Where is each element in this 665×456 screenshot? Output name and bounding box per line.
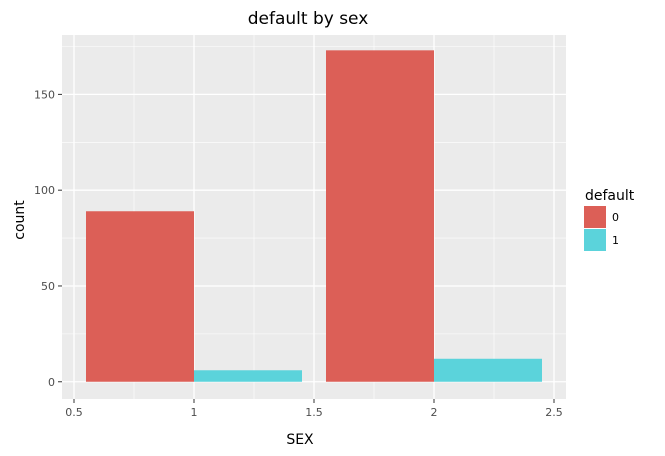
legend-swatch-0 [584,206,606,228]
bar-series-0 [326,50,434,382]
bar-series-1 [434,358,542,382]
x-axis: 0.5 1 1.5 2 2.5 [65,399,563,419]
bar-series-1 [194,370,302,382]
x-tick-label: 2.5 [545,406,563,419]
x-tick-label: 1 [191,406,198,419]
x-tick-label: 2 [431,406,438,419]
bars [86,50,542,382]
x-tick-label: 1.5 [305,406,323,419]
x-axis-title: SEX [286,432,314,448]
y-tick-label: 50 [41,280,55,293]
x-tick-label: 0.5 [65,406,83,419]
y-tick-label: 0 [48,376,55,389]
legend-label: 1 [612,234,619,247]
legend-title: default [585,188,635,204]
legend-swatch-1 [584,229,606,251]
legend-label: 0 [612,211,619,224]
chart-title: default by sex [248,9,369,29]
y-axis: 0 50 100 150 [34,88,62,389]
bar-series-0 [86,211,194,382]
y-axis-title: count [12,200,28,240]
y-tick-label: 100 [34,184,55,197]
legend: default 0 1 [584,188,635,251]
y-tick-label: 150 [34,88,55,101]
